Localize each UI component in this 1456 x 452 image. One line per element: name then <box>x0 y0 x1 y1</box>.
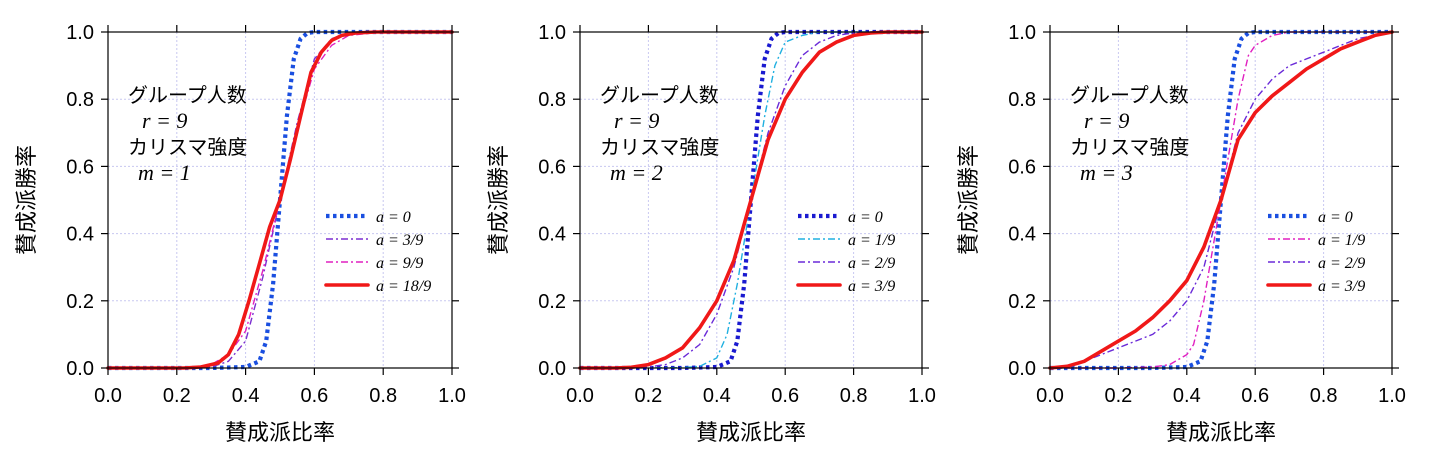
y-tick-label: 0.4 <box>538 224 566 246</box>
annotation-line-2: r = 9 <box>142 108 187 133</box>
legend-label-2: a = 1/9 <box>848 232 895 249</box>
series-line-3 <box>108 31 452 369</box>
y-tick-label: 0.0 <box>66 358 94 380</box>
legend-label-1: a = 0 <box>376 209 411 226</box>
x-axis-title: 賛成派比率 <box>225 421 335 446</box>
annotation-line-1: グループ人数 <box>1070 83 1189 107</box>
legend-label-2: a = 1/9 <box>1318 232 1365 249</box>
plot-frame <box>579 31 923 369</box>
legend-label-4: a = 3/9 <box>1318 278 1365 295</box>
plot-frame <box>1049 31 1393 369</box>
legend-label-1: a = 0 <box>848 209 883 226</box>
annotation-line-4: m = 2 <box>610 160 663 185</box>
annotation-line-3: カリスマ強度 <box>600 135 719 159</box>
x-tick-label: 0.6 <box>300 385 328 407</box>
y-tick-label: 0.6 <box>538 156 566 178</box>
y-axis-title: 賛成派勝率 <box>15 145 40 255</box>
annotation-line-4: m = 3 <box>1080 160 1133 185</box>
x-tick-label: 0.0 <box>1036 385 1064 407</box>
annotation-line-1: グループ人数 <box>600 83 719 107</box>
y-axis-title: 賛成派勝率 <box>487 145 512 255</box>
y-tick-label: 0.0 <box>538 358 566 380</box>
x-tick-label: 0.4 <box>703 385 731 407</box>
annotation-line-4: m = 1 <box>138 160 191 185</box>
legend: a = 0 a = 1/9 a = 2/9 a = 3/9 <box>1266 209 1365 295</box>
y-tick-label: 0.4 <box>66 224 94 246</box>
annotation-line-1: グループ人数 <box>128 83 247 107</box>
y-tick-label: 1.0 <box>1008 22 1036 44</box>
x-tick-label: 0.0 <box>566 385 594 407</box>
legend-label-1: a = 0 <box>1318 209 1353 226</box>
x-tick-label: 0.2 <box>634 385 662 407</box>
series-line-2 <box>1050 31 1392 369</box>
annotation-line-2: r = 9 <box>1084 108 1129 133</box>
legend-label-4: a = 3/9 <box>848 278 895 295</box>
series-line-3 <box>1049 31 1393 369</box>
x-axis-title: 賛成派比率 <box>696 421 806 446</box>
x-tick-label: 0.2 <box>163 385 191 407</box>
x-tick-label: 1.0 <box>908 385 936 407</box>
series-line-4 <box>106 30 454 370</box>
y-tick-label: 0.2 <box>1008 291 1036 313</box>
x-tick-label: 0.8 <box>369 385 397 407</box>
y-tick-label: 0.2 <box>66 291 94 313</box>
annotation-line-3: カリスマ強度 <box>128 135 247 159</box>
x-tick-label: 0.4 <box>1173 385 1201 407</box>
series-line-4 <box>578 30 924 370</box>
plot-frame <box>107 31 453 369</box>
series-line-4 <box>1048 30 1394 370</box>
legend: a = 0 a = 1/9 a = 2/9 a = 3/9 <box>796 209 895 295</box>
chart-panel-1: 0.0 0.2 0.4 0.6 0.8 1.0 0.0 0.2 0.4 0.6 0.8 1.0 賛成派比… <box>15 22 466 446</box>
y-tick-label: 1.0 <box>538 22 566 44</box>
x-tick-label: 0.4 <box>232 385 260 407</box>
y-tick-label: 0.4 <box>1008 224 1036 246</box>
legend-label-3: a = 2/9 <box>848 255 895 272</box>
legend-label-2: a = 3/9 <box>376 232 423 249</box>
y-tick-label: 0.6 <box>66 156 94 178</box>
y-tick-label: 0.8 <box>538 89 566 111</box>
x-tick-label: 0.0 <box>94 385 122 407</box>
x-tick-label: 0.8 <box>1310 385 1338 407</box>
y-tick-label: 0.8 <box>1008 89 1036 111</box>
y-tick-label: 0.8 <box>66 89 94 111</box>
y-tick-label: 0.6 <box>1008 156 1036 178</box>
chart-panel-2: 0.0 0.2 0.4 0.6 0.8 1.0 0.0 0.2 0.4 0.6 0.8 1.0 賛成派比… <box>487 22 936 446</box>
x-tick-label: 0.8 <box>840 385 868 407</box>
y-tick-label: 0.0 <box>1008 358 1036 380</box>
chart-panel-3: 0.0 0.2 0.4 0.6 0.8 1.0 0.0 0.2 0.4 0.6 0.8 1.0 賛成派比… <box>957 22 1406 446</box>
x-tick-label: 0.6 <box>1241 385 1269 407</box>
x-tick-label: 0.6 <box>771 385 799 407</box>
legend-label-3: a = 9/9 <box>376 255 423 272</box>
x-tick-label: 0.2 <box>1104 385 1132 407</box>
x-tick-label: 1.0 <box>438 385 466 407</box>
legend-label-3: a = 2/9 <box>1318 255 1365 272</box>
annotation-line-3: カリスマ強度 <box>1070 135 1189 159</box>
x-axis-title: 賛成派比率 <box>1166 421 1276 446</box>
x-tick-label: 1.0 <box>1378 385 1406 407</box>
y-axis-title: 賛成派勝率 <box>957 145 982 255</box>
legend-label-4: a = 18/9 <box>376 278 431 295</box>
y-tick-label: 0.2 <box>538 291 566 313</box>
annotation-line-2: r = 9 <box>614 108 659 133</box>
y-tick-label: 1.0 <box>66 22 94 44</box>
legend: a = 0 a = 3/9 a = 9/9 a = 18/9 <box>324 209 431 295</box>
